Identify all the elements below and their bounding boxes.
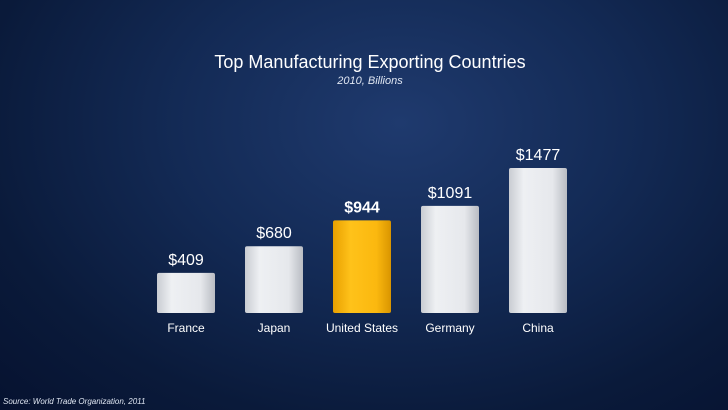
- value-label: $409: [168, 252, 204, 269]
- category-label: Japan: [258, 321, 291, 335]
- chart-subtitle: 2010, Billions: [337, 75, 403, 87]
- source-note: Source: World Trade Organization, 2011: [3, 397, 146, 406]
- bar-japan: [245, 246, 303, 313]
- value-label: $1477: [516, 147, 561, 164]
- chart-title: Top Manufacturing Exporting Countries: [214, 52, 526, 72]
- bar-china: [509, 168, 567, 313]
- category-label: France: [167, 321, 205, 335]
- bar-france: [157, 272, 215, 313]
- value-label: $944: [344, 199, 380, 216]
- category-label: United States: [326, 321, 398, 335]
- category-label: China: [522, 321, 554, 335]
- value-label: $1091: [428, 185, 473, 202]
- category-label: Germany: [425, 321, 474, 335]
- value-label: $680: [256, 225, 292, 242]
- bar-germany: [421, 205, 479, 313]
- bar-united-states: [333, 220, 391, 313]
